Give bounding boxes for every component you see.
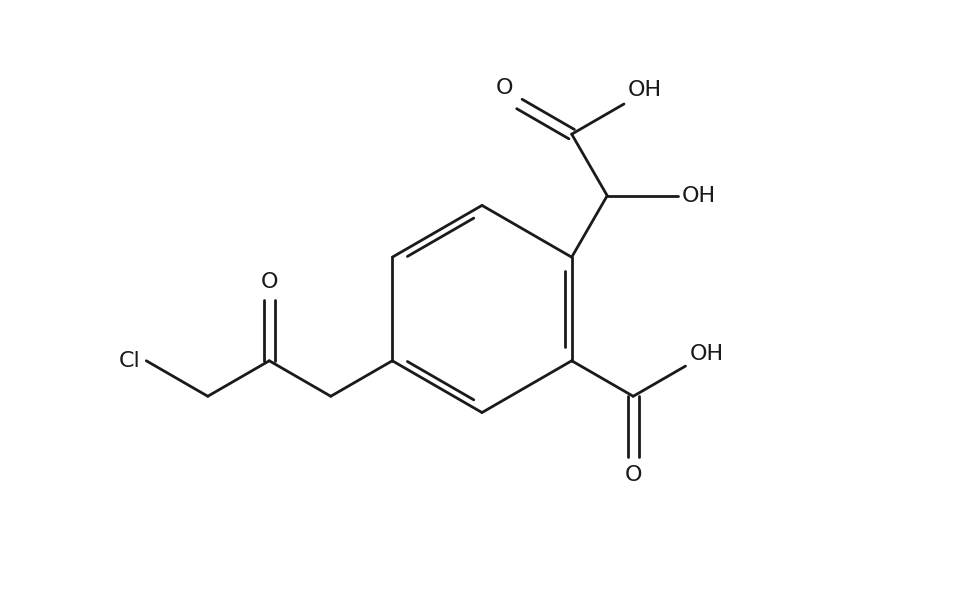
Text: O: O	[496, 78, 514, 98]
Text: OH: OH	[689, 344, 724, 364]
Text: OH: OH	[628, 80, 662, 100]
Text: O: O	[260, 273, 278, 292]
Text: OH: OH	[683, 185, 716, 206]
Text: O: O	[625, 465, 642, 484]
Text: Cl: Cl	[119, 351, 141, 371]
